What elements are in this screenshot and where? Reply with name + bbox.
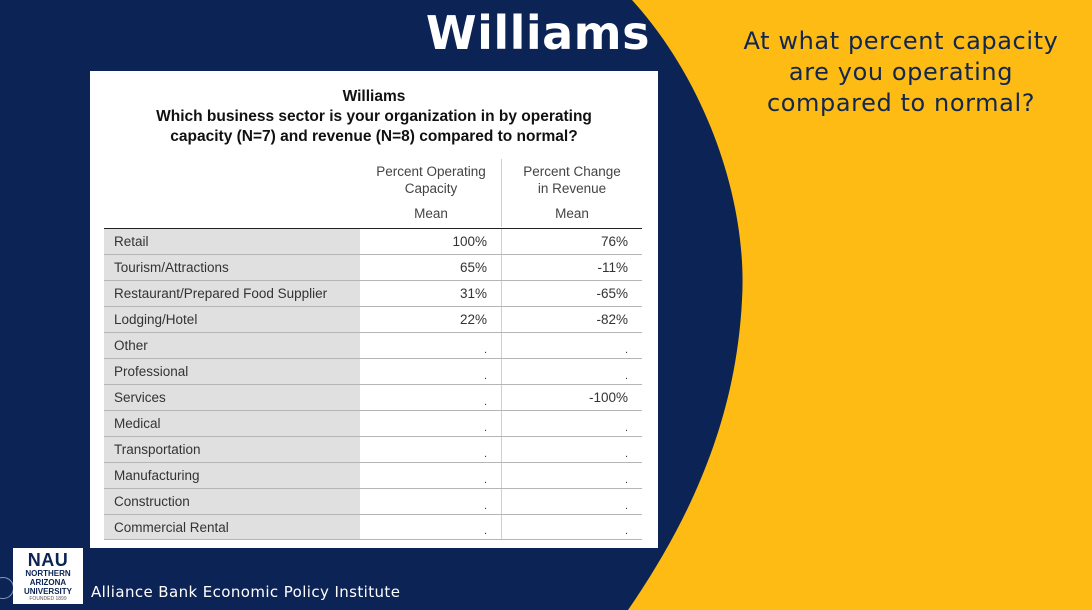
results-table-card: Williams Which business sector is your o… <box>90 71 658 548</box>
logo-line3: UNIVERSITY <box>23 587 72 596</box>
table-row: Commercial Rental . . <box>104 514 642 540</box>
table-title-line3: capacity (N=7) and revenue (N=8) compare… <box>170 128 578 145</box>
capacity-empty-value: . <box>483 421 487 434</box>
row-label: Retail <box>104 229 360 254</box>
capacity-value: . <box>360 463 502 488</box>
footer-institute-name: Alliance Bank Economic Policy Institute <box>91 583 401 601</box>
table-row: Restaurant/Prepared Food Supplier 31% -6… <box>104 280 642 306</box>
table-body: Retail 100% 76% Tourism/Attractions 65% … <box>104 228 642 540</box>
row-label: Tourism/Attractions <box>104 255 360 280</box>
revenue-empty-value: . <box>624 473 628 486</box>
revenue-value: . <box>502 437 642 462</box>
table-row: Professional . . <box>104 358 642 384</box>
revenue-empty-value: . <box>624 369 628 382</box>
subheader-mean-capacity: Mean <box>414 206 448 221</box>
revenue-value: . <box>502 333 642 358</box>
capacity-empty-value: . <box>483 369 487 382</box>
logo-line1: NORTHERN <box>25 569 71 578</box>
revenue-value: -65% <box>596 286 628 301</box>
table-title-line2: Which business sector is your organizati… <box>156 108 592 125</box>
row-label: Medical <box>104 411 360 436</box>
header-divider <box>501 159 502 227</box>
revenue-value: . <box>502 463 642 488</box>
row-label: Professional <box>104 359 360 384</box>
subheader-mean-revenue: Mean <box>555 206 589 221</box>
row-label: Commercial Rental <box>104 515 360 539</box>
capacity-empty-value: . <box>483 447 487 460</box>
row-label: Other <box>104 333 360 358</box>
capacity-value: . <box>360 385 502 410</box>
revenue-value: -11% <box>597 260 628 275</box>
row-label: Services <box>104 385 360 410</box>
capacity-value: . <box>360 359 502 384</box>
table-row: Transportation . . <box>104 436 642 462</box>
column-header-revenue-line2: in Revenue <box>537 181 607 196</box>
capacity-value: 31% <box>360 281 502 306</box>
revenue-empty-value: . <box>624 525 628 537</box>
revenue-value: -82% <box>596 312 628 327</box>
capacity-value: . <box>360 411 502 436</box>
column-header-revenue-line1: Percent Change <box>523 164 621 179</box>
revenue-value: . <box>502 411 642 436</box>
revenue-empty-value: . <box>624 499 628 512</box>
table-row: Other . . <box>104 332 642 358</box>
capacity-value: . <box>360 333 502 358</box>
column-header-revenue: Percent Change in Revenue <box>502 163 642 197</box>
table-title-line1: Williams <box>342 88 406 105</box>
table-title: Williams Which business sector is your o… <box>90 87 658 147</box>
table-row: Retail 100% 76% <box>104 228 642 254</box>
slide-question: At what percent capacity are you operati… <box>743 27 1059 117</box>
logo-line2: ARIZONA <box>29 578 67 587</box>
table-row: Medical . . <box>104 410 642 436</box>
revenue-value: . <box>502 515 642 539</box>
logo-abbr: NAU <box>27 550 69 570</box>
capacity-empty-value: . <box>483 473 487 486</box>
revenue-value: . <box>502 489 642 514</box>
slide-title: Williams <box>425 6 650 60</box>
table-row: Tourism/Attractions 65% -11% <box>104 254 642 280</box>
capacity-empty-value: . <box>483 343 487 356</box>
capacity-empty-value: . <box>483 525 487 537</box>
row-label: Manufacturing <box>104 463 360 488</box>
revenue-value: -100% <box>588 390 628 405</box>
revenue-value: . <box>502 359 642 384</box>
row-label: Construction <box>104 489 360 514</box>
capacity-value: 22% <box>360 307 502 332</box>
revenue-empty-value: . <box>624 447 628 460</box>
column-header-capacity: Percent Operating Capacity <box>360 163 502 197</box>
column-header-capacity-line2: Capacity <box>404 181 458 196</box>
column-header-capacity-line1: Percent Operating <box>376 164 486 179</box>
capacity-value: . <box>360 437 502 462</box>
capacity-value: 65% <box>360 255 502 280</box>
table-row: Services . -100% <box>104 384 642 410</box>
logo-founded: FOUNDED 1899 <box>29 596 67 602</box>
row-label: Lodging/Hotel <box>104 307 360 332</box>
nau-logo: NAU NORTHERN ARIZONA UNIVERSITY FOUNDED … <box>13 548 83 604</box>
capacity-value: 100% <box>360 229 502 254</box>
capacity-value: . <box>360 515 502 539</box>
revenue-value: 76% <box>600 234 628 249</box>
table-row: Manufacturing . . <box>104 462 642 488</box>
revenue-empty-value: . <box>624 421 628 434</box>
capacity-empty-value: . <box>483 499 487 512</box>
table-row: Lodging/Hotel 22% -82% <box>104 306 642 332</box>
capacity-value: . <box>360 489 502 514</box>
row-label: Transportation <box>104 437 360 462</box>
row-label: Restaurant/Prepared Food Supplier <box>104 281 360 306</box>
revenue-empty-value: . <box>624 343 628 356</box>
table-row: Construction . . <box>104 488 642 514</box>
capacity-empty-value: . <box>483 395 487 408</box>
